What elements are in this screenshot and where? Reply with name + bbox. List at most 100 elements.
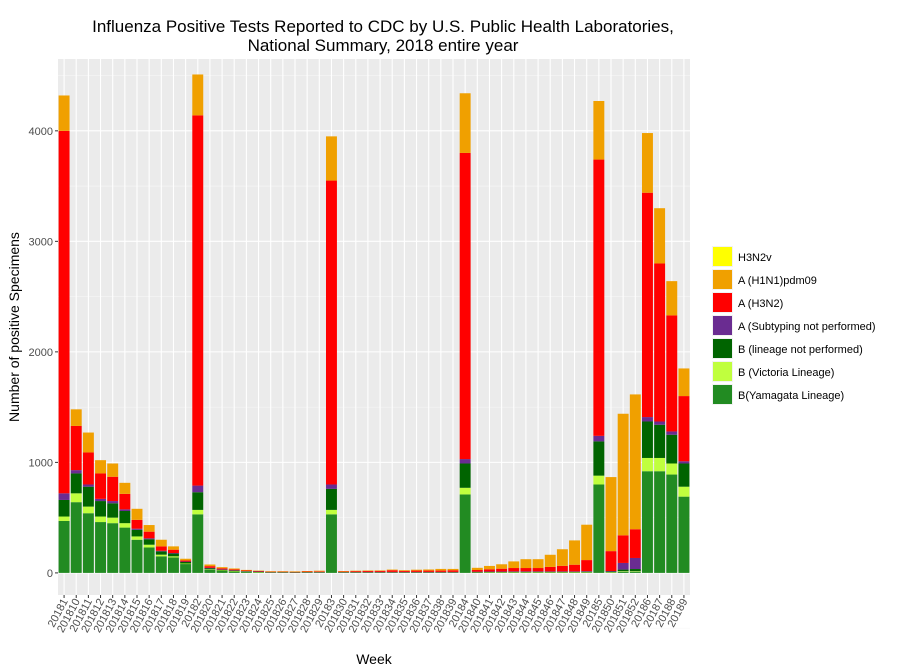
bar-segment (143, 547, 155, 573)
bar-segment (253, 570, 265, 572)
bar-segment (167, 557, 179, 573)
bar-segment (70, 473, 82, 494)
bar-segment (678, 396, 690, 462)
bar-segment (338, 571, 350, 572)
bar-segment (253, 571, 265, 572)
y-tick-label: 3000 (29, 236, 53, 248)
bar-segment (70, 493, 82, 503)
bar-segment (471, 570, 483, 572)
bar-segment (350, 570, 362, 572)
bar-segment (180, 564, 192, 573)
bar-segment (593, 441, 605, 476)
bar-segment (253, 571, 265, 573)
bar-segment (569, 572, 581, 573)
bar-segment (666, 281, 678, 316)
bar-segment (581, 524, 593, 561)
bar-segment (107, 503, 119, 518)
legend: H3N2v A (H1N1)pdm09 A (H3N2) A (Subtyping n… (712, 246, 876, 405)
bar-segment (532, 571, 544, 572)
bar-segment (82, 486, 94, 507)
bar-segment (82, 452, 94, 485)
bar-segment (95, 473, 107, 499)
bar-segment (629, 529, 641, 558)
bar-segment (520, 571, 532, 572)
bar-segment (654, 263, 666, 422)
bar-segment (508, 572, 520, 573)
legend-swatch (713, 247, 732, 266)
bar-segment (180, 560, 192, 562)
bar-segment (544, 566, 556, 572)
bar-segment (107, 517, 119, 524)
bar-segment (520, 572, 532, 573)
bar-segment (253, 571, 265, 572)
bar-segment (641, 417, 653, 422)
bar-segment (325, 484, 337, 489)
y-tick-label: 4000 (29, 126, 53, 138)
bar-segment (143, 531, 155, 539)
bar-segment (423, 569, 435, 571)
bar-segment (265, 571, 277, 573)
legend-label: A (H1N1)pdm09 (738, 275, 817, 287)
bar-segment (228, 571, 240, 572)
bar-segment (180, 561, 192, 563)
bar-segment (483, 565, 495, 570)
bar-segment (459, 93, 471, 153)
bar-segment (70, 502, 82, 573)
bar-segment (605, 551, 617, 572)
legend-label: A (Subtyping not performed) (738, 321, 876, 333)
bar-segment (362, 570, 374, 572)
bar-segment (447, 571, 459, 573)
bar-segment (447, 568, 459, 571)
bar-segment (678, 368, 690, 397)
bar-segment (629, 394, 641, 530)
bar-segment (605, 571, 617, 572)
legend-label: B (Victoria Lineage) (738, 367, 834, 379)
bar-segment (629, 557, 641, 570)
bar-segment (107, 463, 119, 477)
bar-segment (167, 553, 179, 557)
bar-segment (167, 556, 179, 558)
bar-segment (192, 509, 204, 515)
bar-segment (143, 544, 155, 548)
bar-segment (435, 571, 447, 573)
bar-segment (313, 571, 325, 572)
bar-segment (119, 511, 131, 524)
bar-segment (581, 571, 593, 573)
bar-segment (301, 571, 313, 573)
bar-segment (313, 571, 325, 573)
bar-segment (82, 484, 94, 487)
bar-segment (338, 571, 350, 572)
bar-segment (192, 514, 204, 573)
bar-segment (107, 523, 119, 573)
bar-segment (313, 570, 325, 572)
bar-segment (666, 474, 678, 573)
bar-segment (459, 463, 471, 488)
legend-swatch (713, 270, 732, 289)
bar-segment (532, 559, 544, 569)
bar-segment (654, 471, 666, 573)
bar-segment (325, 514, 337, 573)
bar-segment (216, 570, 228, 573)
bar-segment (119, 527, 131, 573)
bar-segment (617, 413, 629, 536)
x-axis-title: Week (356, 651, 393, 667)
bar-segment (143, 525, 155, 532)
bar-segment (167, 546, 179, 550)
bar-segment (605, 572, 617, 573)
legend-label: A (H3N2) (738, 298, 783, 310)
bar-segment (131, 539, 143, 573)
legend-swatch (713, 385, 732, 404)
legend-swatch (713, 339, 732, 358)
bar-segment (556, 549, 568, 566)
bar-segment (131, 508, 143, 520)
bar-segment (131, 536, 143, 540)
bar-segment (629, 571, 641, 573)
bar-segment (374, 571, 386, 573)
bar-segment (605, 571, 617, 573)
bar-segment (143, 539, 155, 545)
bar-segment (143, 538, 155, 540)
bar-segment (544, 554, 556, 567)
bar-segment (155, 554, 167, 557)
y-axis-title: Number of positive Specimens (6, 232, 22, 422)
bar-segment (167, 549, 179, 554)
